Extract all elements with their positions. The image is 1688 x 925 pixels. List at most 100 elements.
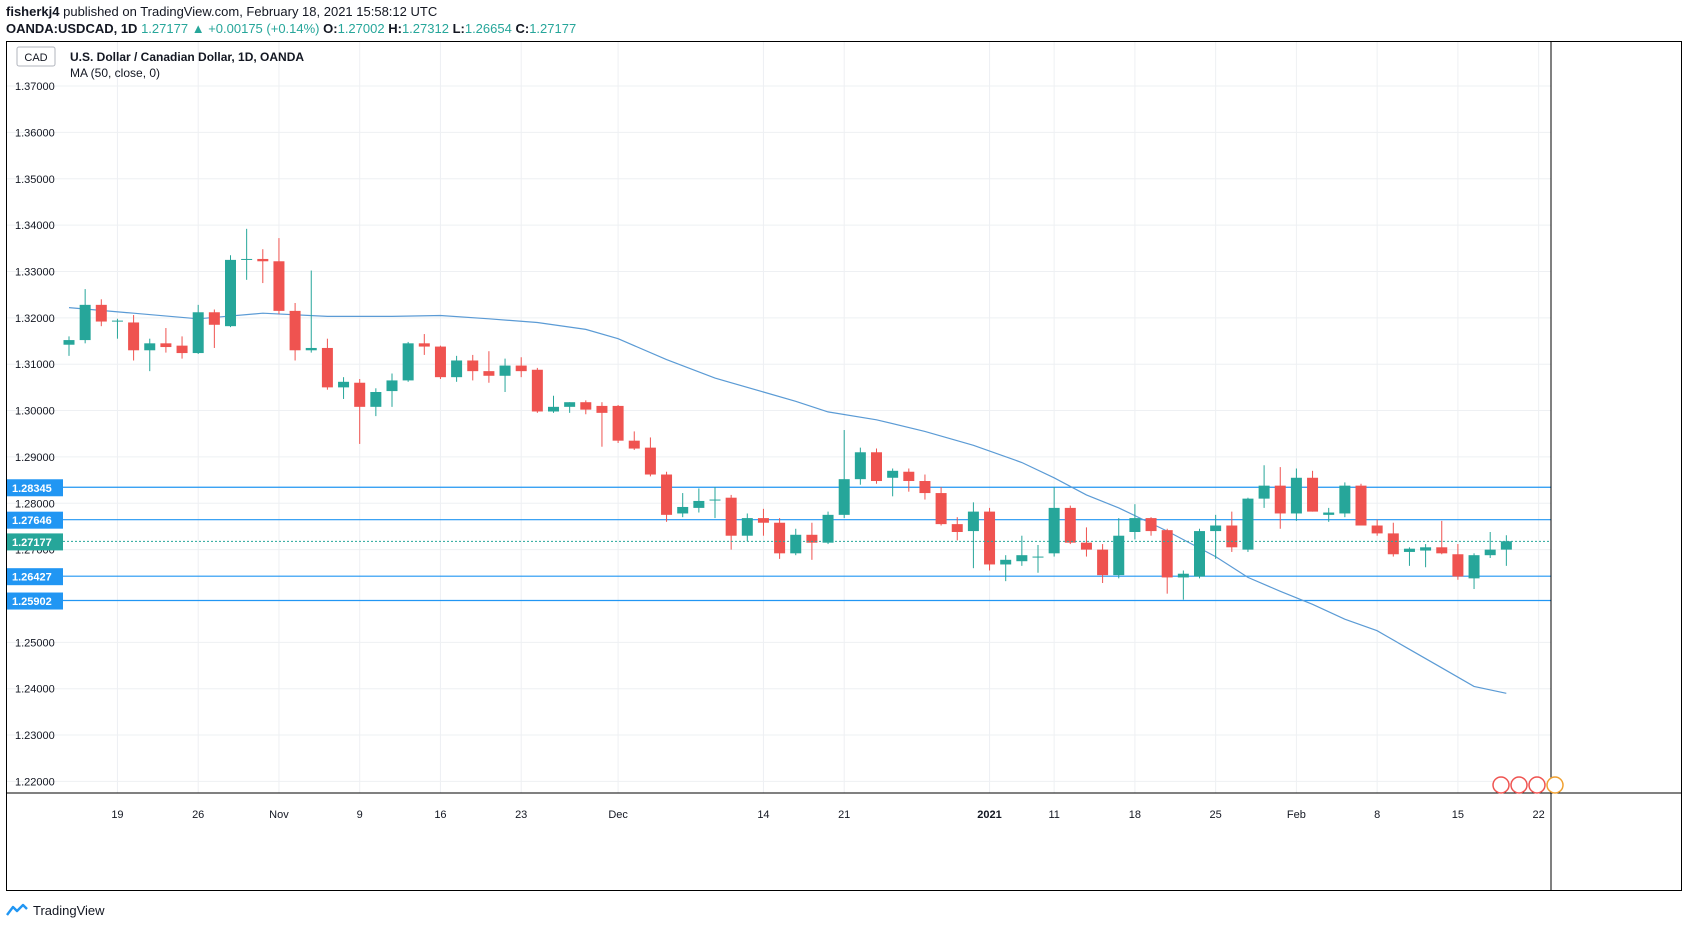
candle-down xyxy=(806,534,818,543)
candle-up xyxy=(1403,548,1415,552)
price-tick-label: 1.36000 xyxy=(15,127,55,139)
candle-down xyxy=(515,365,527,372)
date-tick-label: 11 xyxy=(1048,809,1059,821)
candle-up xyxy=(1048,507,1060,554)
price-tick-label: 1.35000 xyxy=(15,174,55,186)
candle-down xyxy=(935,493,947,525)
candle-down xyxy=(273,261,285,311)
high-label: H: xyxy=(388,21,402,36)
candle-down xyxy=(483,371,495,376)
candle-down xyxy=(95,304,107,322)
last-price: 1.27177 xyxy=(141,21,189,36)
candle-down xyxy=(1080,542,1092,550)
price-tick-label: 1.24000 xyxy=(15,684,55,696)
candle-down xyxy=(1064,507,1076,543)
ca-flag-icon[interactable] xyxy=(1546,776,1564,794)
candle-up xyxy=(1000,559,1012,565)
date-tick-label: 25 xyxy=(1210,809,1222,821)
candle-down xyxy=(1097,549,1109,576)
level-price-badge xyxy=(7,568,63,586)
candle-up xyxy=(1339,485,1351,514)
candle-down xyxy=(1274,485,1286,514)
level-price-label: 1.25902 xyxy=(12,596,52,608)
candle-up xyxy=(1290,477,1302,514)
date-tick-label: Dec xyxy=(608,809,628,821)
symbol-label: OANDA:USDCAD, 1D xyxy=(6,21,138,36)
date-tick-label: 2021 xyxy=(977,809,1001,821)
tradingview-footer[interactable]: TradingView xyxy=(6,900,105,920)
candle-up xyxy=(402,343,414,381)
candle-down xyxy=(725,497,737,536)
candle-down xyxy=(1226,525,1238,548)
level-price-label: 1.26427 xyxy=(12,572,52,584)
currency-badge xyxy=(16,46,56,67)
date-tick-label: 23 xyxy=(515,809,527,821)
candle-down xyxy=(1371,525,1383,534)
us-flag-icon[interactable] xyxy=(1510,776,1528,794)
date-tick-label: 8 xyxy=(1374,809,1380,821)
candle-up xyxy=(1113,535,1125,576)
open-label: O: xyxy=(323,21,338,36)
candle-up xyxy=(709,499,721,501)
candle-up xyxy=(741,518,753,536)
low-value: 1.26654 xyxy=(464,21,512,36)
candle-down xyxy=(467,360,479,372)
candle-down xyxy=(321,347,333,388)
moving-average-line xyxy=(68,307,1507,694)
last-price-label: 1.27177 xyxy=(12,537,52,549)
low-label: L: xyxy=(452,21,465,36)
candle-up xyxy=(79,304,91,341)
us-flag-icon[interactable] xyxy=(1528,776,1546,794)
candle-down xyxy=(661,474,673,515)
chart-legend: CAD U.S. Dollar / Canadian Dollar, 1D, O… xyxy=(16,46,304,80)
price-tick-label: 1.23000 xyxy=(15,730,55,742)
date-tick-label: 15 xyxy=(1452,809,1464,821)
candle-up xyxy=(1016,555,1028,562)
time-axis[interactable]: 19 26 Nov 9 16 23 Dec 14 21 2021 11 18 25 Feb 8 15 22 xyxy=(7,792,1681,821)
candlestick-chart[interactable]: 1.37000 1.36000 1.35000 1.34000 1.33000 1.320… xyxy=(7,42,1681,890)
candle-up xyxy=(111,320,123,322)
date-tick-label: 22 xyxy=(1533,809,1545,821)
us-flag-icon[interactable] xyxy=(1492,776,1510,794)
open-value: 1.27002 xyxy=(337,21,385,36)
currency-label: CAD xyxy=(24,52,47,64)
candle-down xyxy=(434,346,446,378)
candle-up xyxy=(1129,518,1141,533)
candle-down xyxy=(596,405,608,413)
candle-up xyxy=(1210,525,1222,532)
event-flags[interactable] xyxy=(1492,776,1564,794)
price-tick-label: 1.28000 xyxy=(15,498,55,510)
candle-down xyxy=(903,471,915,482)
publisher-name[interactable]: fisherkj4 xyxy=(6,4,60,19)
candle-up xyxy=(1258,485,1270,499)
chart-frame: 1.37000 1.36000 1.35000 1.34000 1.33000 1.320… xyxy=(6,41,1682,891)
date-tick-label: 21 xyxy=(838,809,850,821)
high-value: 1.27312 xyxy=(401,21,449,36)
candle-up xyxy=(1194,531,1205,577)
candle-down xyxy=(531,369,543,412)
candle-down xyxy=(612,405,624,441)
candle-down xyxy=(951,524,963,533)
candle-up xyxy=(370,392,382,407)
price-tick-label: 1.31000 xyxy=(15,359,55,371)
candle-down xyxy=(418,343,430,347)
candle-down xyxy=(644,447,656,475)
price-tick-label: 1.30000 xyxy=(15,406,55,418)
candle-up xyxy=(854,452,866,480)
level-price-badge xyxy=(7,592,63,610)
price-axis[interactable]: 1.37000 1.36000 1.35000 1.34000 1.33000 1.320… xyxy=(7,42,1552,890)
date-tick-label: 18 xyxy=(1129,809,1141,821)
candle-up xyxy=(1468,555,1480,579)
candle-up xyxy=(451,360,463,378)
indicator-label: MA (50, close, 0) xyxy=(70,66,160,80)
published-text: published on TradingView.com, February 1… xyxy=(63,4,438,19)
candle-down xyxy=(176,345,188,354)
candle-up xyxy=(144,343,156,351)
date-tick-label: 16 xyxy=(434,809,446,821)
candle-down xyxy=(1307,477,1319,512)
candle-up xyxy=(838,479,850,515)
candle-up xyxy=(386,380,398,392)
candle-down xyxy=(919,481,931,494)
candle-down xyxy=(354,382,366,407)
date-tick-label: 26 xyxy=(192,809,204,821)
